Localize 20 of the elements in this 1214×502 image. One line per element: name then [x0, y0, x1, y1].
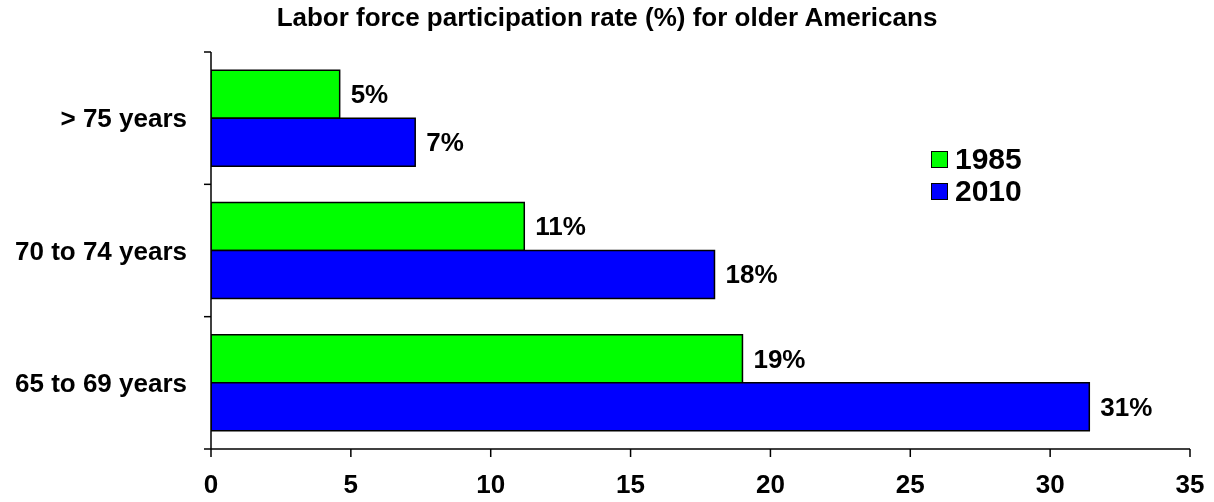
data-label: 5% — [350, 79, 389, 110]
x-tick-label: 5 — [343, 469, 359, 500]
x-tick-label: 0 — [203, 469, 219, 500]
data-label: 19% — [753, 343, 806, 374]
x-tick-label: 15 — [616, 469, 646, 500]
x-tick-label: 35 — [1175, 469, 1205, 500]
x-tick-label: 10 — [476, 469, 506, 500]
y-tick-label: 70 to 74 years — [14, 235, 187, 266]
y-tick-label: 65 to 69 years — [14, 367, 187, 398]
data-label: 31% — [1100, 391, 1153, 422]
chart-title: Labor force participation rate (%) for older Americans — [276, 2, 938, 33]
data-label: 18% — [725, 259, 778, 290]
data-label: 11% — [535, 211, 586, 242]
x-tick-label: 30 — [1035, 469, 1065, 500]
x-tick-label: 25 — [895, 469, 925, 500]
data-label: 7% — [426, 127, 464, 158]
legend-label: 1985 — [955, 142, 1022, 175]
legend-label: 2010 — [955, 174, 1022, 207]
x-tick-label: 20 — [755, 469, 785, 500]
y-tick-label: > 75 years — [60, 103, 187, 134]
